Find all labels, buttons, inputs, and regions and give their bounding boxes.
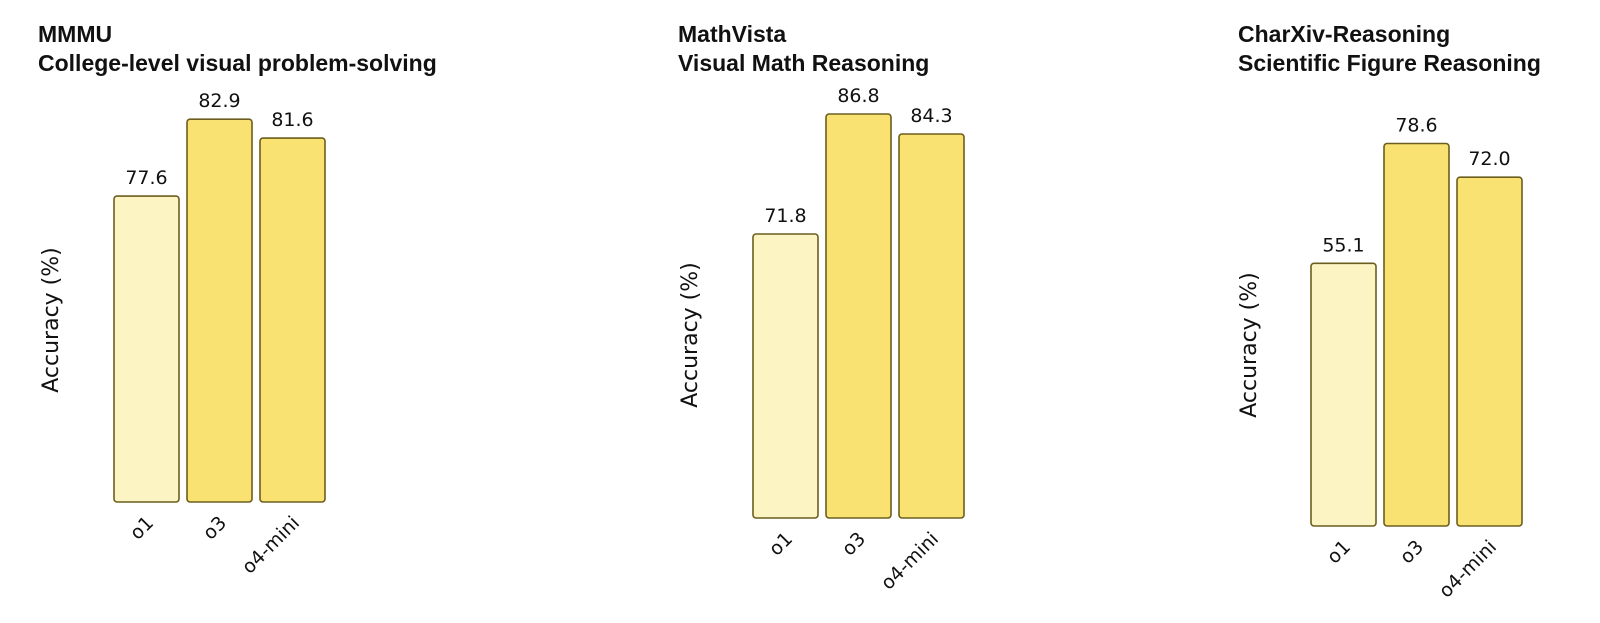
data-label: 86.8 bbox=[837, 85, 879, 107]
data-label: 71.8 bbox=[764, 205, 806, 227]
chart-title: MMMU College-level visual problem-solvin… bbox=[38, 20, 437, 78]
bar-o1 bbox=[752, 233, 819, 519]
chart-title: CharXiv-Reasoning Scientific Figure Reas… bbox=[1238, 20, 1541, 78]
chart-panel-mmmu: MMMU College-level visual problem-solvin… bbox=[0, 0, 560, 623]
data-label: 81.6 bbox=[271, 109, 313, 131]
y-axis-label: Accuracy (%) bbox=[678, 262, 703, 408]
y-axis-label: Accuracy (%) bbox=[39, 247, 64, 393]
bar-o4-mini bbox=[1456, 176, 1523, 527]
data-label: 84.3 bbox=[910, 105, 952, 127]
x-tick-label: o1 bbox=[1323, 536, 1355, 568]
bar-o4-mini bbox=[898, 133, 965, 519]
bar-o1 bbox=[113, 195, 180, 503]
chart-subtitle: Scientific Figure Reasoning bbox=[1238, 50, 1541, 76]
data-label: 77.6 bbox=[125, 167, 167, 189]
bar-o1 bbox=[1310, 262, 1377, 527]
data-label: 72.0 bbox=[1468, 148, 1510, 170]
chart-subtitle: Visual Math Reasoning bbox=[678, 50, 930, 76]
x-tick-label: o4-mini bbox=[1435, 536, 1501, 602]
chart-title: MathVista Visual Math Reasoning bbox=[678, 20, 929, 78]
data-label: 78.6 bbox=[1395, 115, 1437, 137]
data-label: 82.9 bbox=[198, 90, 240, 112]
bar-o3 bbox=[825, 113, 892, 519]
chart-title-text: MMMU bbox=[38, 21, 113, 47]
bar-o3 bbox=[186, 118, 253, 503]
data-label: 55.1 bbox=[1322, 234, 1364, 256]
x-tick-label: o3 bbox=[1396, 536, 1428, 568]
chart-title-text: MathVista bbox=[678, 21, 787, 47]
bar-o4-mini bbox=[259, 137, 326, 503]
chart-panel-mathvista: MathVista Visual Math Reasoning Accuracy… bbox=[678, 20, 965, 594]
chart-subtitle: College-level visual problem-solving bbox=[38, 50, 437, 76]
chart-title-text: CharXiv-Reasoning bbox=[1238, 21, 1451, 47]
y-axis-label: Accuracy (%) bbox=[1237, 272, 1262, 418]
bar-o3 bbox=[1383, 142, 1450, 527]
